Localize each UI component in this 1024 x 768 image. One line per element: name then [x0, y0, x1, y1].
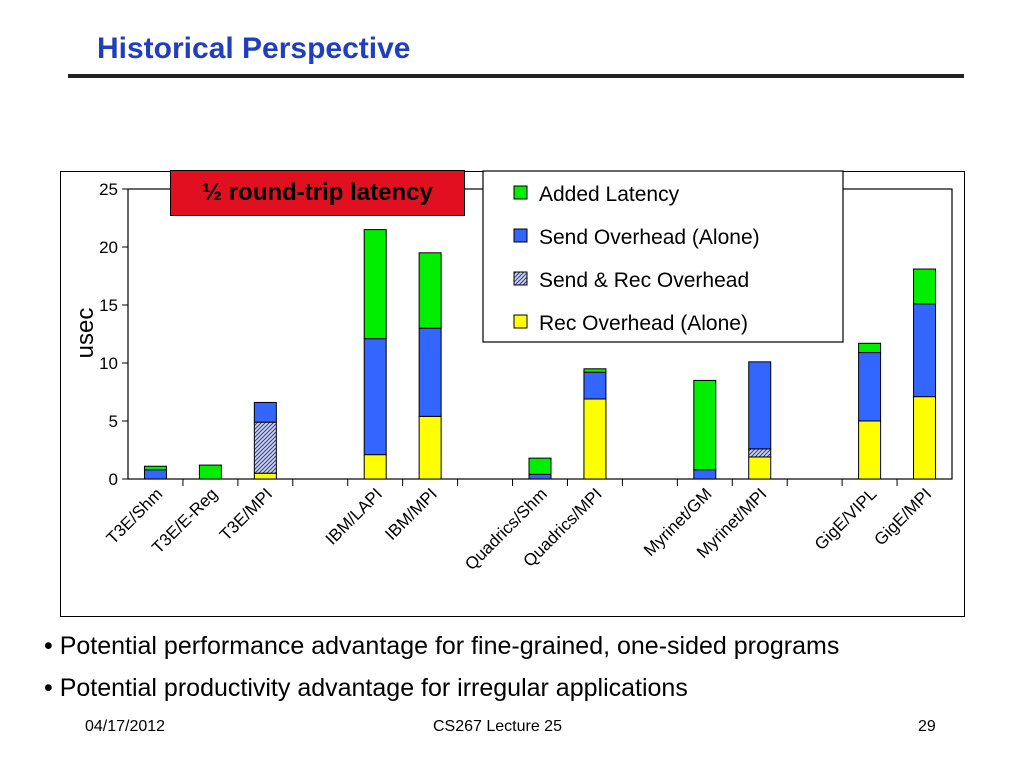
bullet-item: • Potential productivity advantage for i… [44, 674, 688, 702]
bar-segment [583, 368, 607, 373]
bar-segment [583, 371, 607, 400]
legend-label: Added Latency [539, 183, 680, 206]
bullet-list: • Potential performance advantage for fi… [44, 630, 839, 714]
y-tick-label: 20 [99, 238, 118, 257]
y-tick-label: 15 [99, 296, 118, 315]
slide-title: Historical Perspective [97, 32, 411, 65]
bar-segment [858, 352, 882, 422]
bar-segment [143, 469, 167, 480]
legend-swatch [513, 185, 528, 200]
bar-segment [913, 268, 937, 305]
bar-segment [363, 229, 387, 340]
latency-callout: ½ round-trip latency [170, 170, 465, 216]
bar-segment [418, 252, 442, 329]
footer-course: CS267 Lecture 25 [433, 718, 562, 735]
x-tick-label: IBM/MPI [381, 484, 441, 544]
x-tick-label: GigE/VIPL [811, 484, 881, 554]
bar-segment [143, 465, 167, 471]
bar-segment [913, 396, 937, 480]
legend-swatch [513, 271, 528, 286]
bar-segment [528, 457, 552, 475]
bar-segment [418, 415, 442, 480]
y-tick-label: 5 [109, 412, 118, 431]
x-tick-label: IBM/LAPI [322, 484, 386, 548]
y-tick-label: 10 [99, 354, 118, 373]
bar-segment [693, 379, 717, 471]
bar-segment [913, 303, 937, 398]
bar-segment [693, 469, 717, 480]
legend-swatch [513, 228, 528, 243]
bar-segment [858, 420, 882, 480]
bars [143, 229, 937, 480]
y-tick-label: 0 [109, 470, 118, 489]
bar-segment [748, 456, 772, 480]
legend-label: Rec Overhead (Alone) [539, 312, 748, 335]
bar-segment [253, 401, 277, 423]
bar-segment [363, 454, 387, 480]
x-tick-label: T3E/MPI [216, 484, 276, 544]
y-tick-label: 25 [99, 180, 118, 199]
bar-segment [253, 421, 277, 474]
legend-swatch [513, 314, 528, 329]
bar-segment [198, 464, 222, 480]
bullet-item: • Potential performance advantage for fi… [44, 632, 840, 660]
legend-label: Send & Rec Overhead [539, 269, 749, 292]
bar-segment [418, 327, 442, 417]
legend-box [482, 170, 844, 343]
bar-segment [858, 342, 882, 354]
bar-segment [748, 361, 772, 450]
bar-segment [253, 472, 277, 480]
y-axis-label: usec [72, 308, 99, 359]
footer-date: 04/17/2012 [85, 718, 166, 735]
bar-segment [363, 338, 387, 456]
bar-segment [583, 398, 607, 480]
title-underline [68, 74, 964, 78]
bar-segment [528, 473, 552, 480]
legend-label: Send Overhead (Alone) [539, 226, 760, 249]
bar-segment [748, 448, 772, 458]
x-tick-label: GigE/MPI [870, 484, 935, 549]
legend: Added Latency Send Overhead (Alone) Send &… [482, 170, 844, 343]
footer-page-number: 29 [918, 718, 936, 735]
